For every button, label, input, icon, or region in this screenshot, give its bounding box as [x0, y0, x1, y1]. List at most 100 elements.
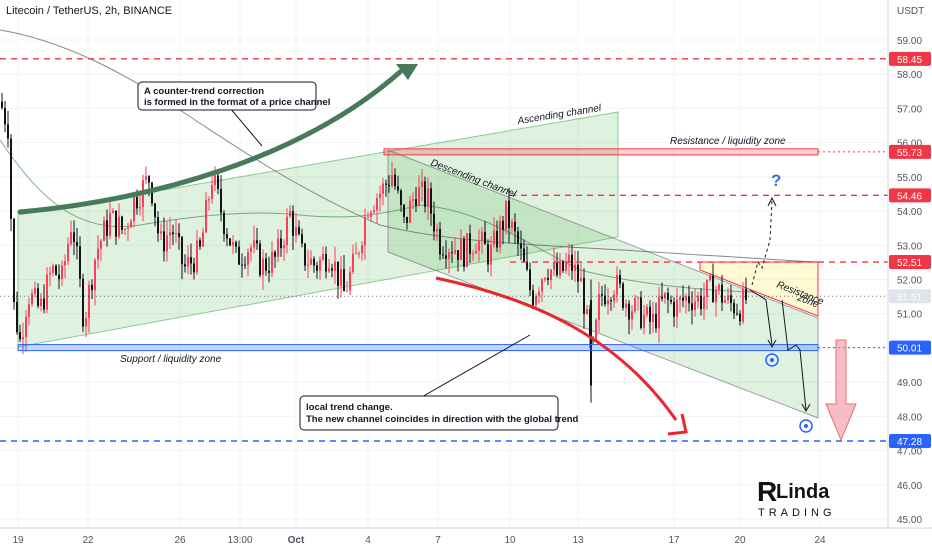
candle-body: [37, 288, 39, 306]
candle-body: [166, 235, 168, 252]
candle-body: [238, 246, 240, 265]
candle-body: [283, 245, 285, 249]
candle-body: [73, 232, 75, 243]
candle-body: [313, 258, 315, 266]
candle-body: [688, 296, 690, 304]
price-tick-label: 45.00: [897, 515, 922, 526]
candle-body: [733, 302, 735, 314]
candle-body: [199, 240, 201, 247]
candle-body: [178, 233, 180, 238]
price-level-lines: [0, 58, 888, 442]
candle-body: [526, 261, 528, 270]
candle-body: [613, 294, 615, 302]
candle-body: [655, 313, 657, 329]
candle-body: [532, 290, 534, 306]
price-tick-label: 59.00: [897, 36, 922, 47]
price-tick-label: 51.00: [897, 310, 922, 321]
candle-body: [385, 183, 387, 185]
candle-body: [43, 298, 45, 310]
price-tick-label: 58.00: [897, 70, 922, 81]
candle-body: [415, 199, 417, 206]
candle-body: [673, 301, 675, 317]
brand-line2: TRADING: [758, 507, 836, 519]
candle-body: [205, 200, 207, 233]
candle-body: [430, 188, 432, 214]
candle-body: [439, 228, 441, 255]
candle-body: [160, 231, 162, 234]
candle-body: [643, 314, 645, 328]
target-icon: [765, 353, 779, 367]
candle-body: [418, 186, 420, 206]
candle-body: [31, 293, 33, 305]
candle-body: [79, 246, 81, 279]
candle-body: [145, 176, 147, 180]
candle-body: [268, 270, 270, 273]
candle-body: [571, 254, 573, 271]
candle-body: [256, 240, 258, 244]
candle-body: [469, 233, 471, 254]
candle-body: [676, 299, 678, 317]
candle-body: [382, 183, 384, 194]
price-tag-bg: [889, 144, 931, 159]
candle-body: [586, 309, 588, 314]
candle-body: [214, 175, 216, 186]
time-tick-label: 26: [174, 535, 186, 546]
candle-body: [745, 288, 747, 300]
candle-body: [727, 295, 729, 301]
candle-body: [7, 124, 9, 139]
candle-body: [250, 247, 252, 253]
price-tags: 58.45 55.73 54.46 52.51 51.51 50.01 47.28: [889, 51, 931, 448]
candle-body: [49, 272, 51, 275]
candle-body: [499, 220, 501, 248]
candle-body: [106, 220, 108, 236]
candle-body: [412, 199, 414, 201]
candle-body: [703, 297, 705, 310]
candle-body: [553, 262, 555, 270]
price-tick-label: 54.00: [897, 207, 922, 218]
candle-body: [661, 296, 663, 299]
candle-body: [277, 238, 279, 257]
candle-body: [472, 253, 474, 255]
candle-body: [229, 238, 231, 246]
price-axis-ticks: 45.0046.0047.0048.0049.0050.0051.0052.00…: [897, 36, 922, 526]
candle-body: [169, 232, 171, 236]
candle-body: [538, 291, 540, 296]
candle-body: [580, 278, 582, 282]
time-tick-label: 19: [12, 535, 24, 546]
candle-body: [502, 220, 504, 230]
price-tag-label: 54.46: [897, 191, 922, 202]
candle-body: [289, 211, 291, 217]
candle-body: [40, 298, 42, 306]
candle-body: [133, 196, 135, 222]
time-axis[interactable]: [0, 528, 888, 550]
candle-body: [427, 188, 429, 207]
candle-body: [556, 262, 558, 276]
candle-body: [718, 284, 720, 290]
candle-body: [52, 265, 54, 273]
candle-body: [331, 268, 333, 271]
candle-body: [595, 319, 597, 341]
candle-body: [484, 231, 486, 245]
candle-body: [460, 239, 462, 260]
candle-body: [82, 278, 84, 327]
candle-body: [247, 252, 249, 265]
bearish-arrow-head-2: [801, 403, 811, 413]
candle-body: [691, 303, 693, 311]
question-mark: ?: [771, 171, 781, 190]
candle-body: [337, 261, 339, 286]
candle-body: [349, 272, 351, 291]
price-axis[interactable]: [888, 0, 932, 550]
candle-body: [358, 253, 360, 255]
candle-body: [724, 300, 726, 303]
candle-body: [712, 275, 714, 303]
candle-body: [172, 232, 174, 235]
candle-body: [295, 227, 297, 236]
candle-body: [590, 300, 592, 386]
candle-body: [193, 263, 195, 273]
price-tag-label: 47.28: [897, 437, 922, 448]
chart-title: Litecoin / TetherUS, 2h, BINANCE: [6, 5, 172, 17]
candle-body: [262, 258, 264, 276]
pink-down-arrow: [825, 339, 857, 442]
candle-body: [535, 295, 537, 306]
